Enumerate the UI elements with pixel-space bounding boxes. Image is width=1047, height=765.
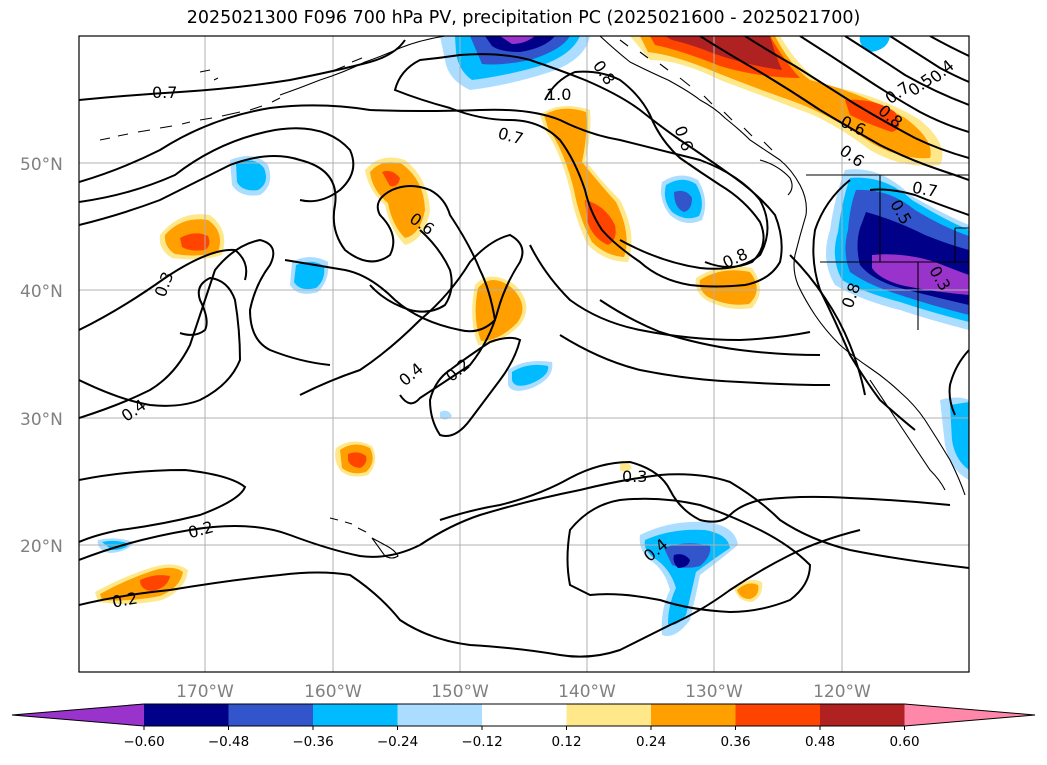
- colorbar-label: 0.48: [805, 734, 835, 750]
- coastlines: [99, 36, 969, 559]
- lon-tick-label: 150°W: [431, 682, 489, 702]
- lon-tick-label: 120°W: [813, 682, 871, 702]
- colorbar-labels: −0.60 −0.48 −0.36 −0.24 −0.12 0.12 0.24 0.36 0.4…: [123, 726, 920, 750]
- colorbar-swatch: [313, 704, 398, 726]
- contour-label: 1.0: [546, 85, 571, 104]
- colorbar-extend-left: [12, 704, 144, 726]
- colorbar-swatch: [482, 704, 567, 726]
- contour-label: 0.2: [111, 588, 139, 611]
- lat-tick-label: 30°N: [20, 410, 63, 430]
- contour-label: 0.7: [911, 178, 939, 201]
- lat-tick-labels: 50°N 40°N 30°N 20°N: [20, 155, 63, 557]
- lon-tick-label: 160°W: [304, 682, 362, 702]
- colorbar-label: −0.24: [377, 734, 418, 750]
- plot-frame: [78, 35, 970, 673]
- colorbar-extend-right: [904, 704, 1035, 726]
- plot-area: [79, 36, 969, 672]
- colorbar-swatch: [566, 704, 652, 726]
- colorbar-swatch: [735, 704, 821, 726]
- colorbar-label: 0.36: [720, 734, 750, 750]
- colorbar-label: −0.36: [292, 734, 333, 750]
- colorbar-label: −0.48: [208, 734, 249, 750]
- lon-tick-label: 130°W: [685, 682, 743, 702]
- lat-tick-label: 20°N: [20, 537, 63, 557]
- colorbar-label: −0.60: [123, 734, 164, 750]
- colorbar-swatch: [144, 704, 229, 726]
- colorbar-swatch: [820, 704, 905, 726]
- colorbar-label: 0.12: [551, 734, 581, 750]
- lon-tick-label: 170°W: [176, 682, 234, 702]
- colorbar-label: −0.12: [461, 734, 502, 750]
- colorbar-swatch: [228, 704, 314, 726]
- colorbar: [11, 703, 1036, 727]
- gridlines: [79, 36, 969, 672]
- pv-contours: [79, 36, 969, 658]
- lon-tick-labels: 170°W 160°W 150°W 140°W 130°W 120°W: [176, 682, 871, 702]
- lat-tick-label: 40°N: [20, 282, 63, 302]
- colorbar-swatch: [651, 704, 736, 726]
- colorbar-label: 0.24: [636, 734, 666, 750]
- lat-tick-label: 50°N: [20, 155, 63, 175]
- lon-tick-label: 140°W: [558, 682, 616, 702]
- contour-label: 0.3: [622, 467, 647, 486]
- colorbar-swatch: [397, 704, 483, 726]
- map-title: 2025021300 F096 700 hPa PV, precipitatio…: [186, 8, 861, 28]
- colorbar-label: 0.60: [889, 734, 919, 750]
- contour-label: 0.7: [152, 83, 177, 102]
